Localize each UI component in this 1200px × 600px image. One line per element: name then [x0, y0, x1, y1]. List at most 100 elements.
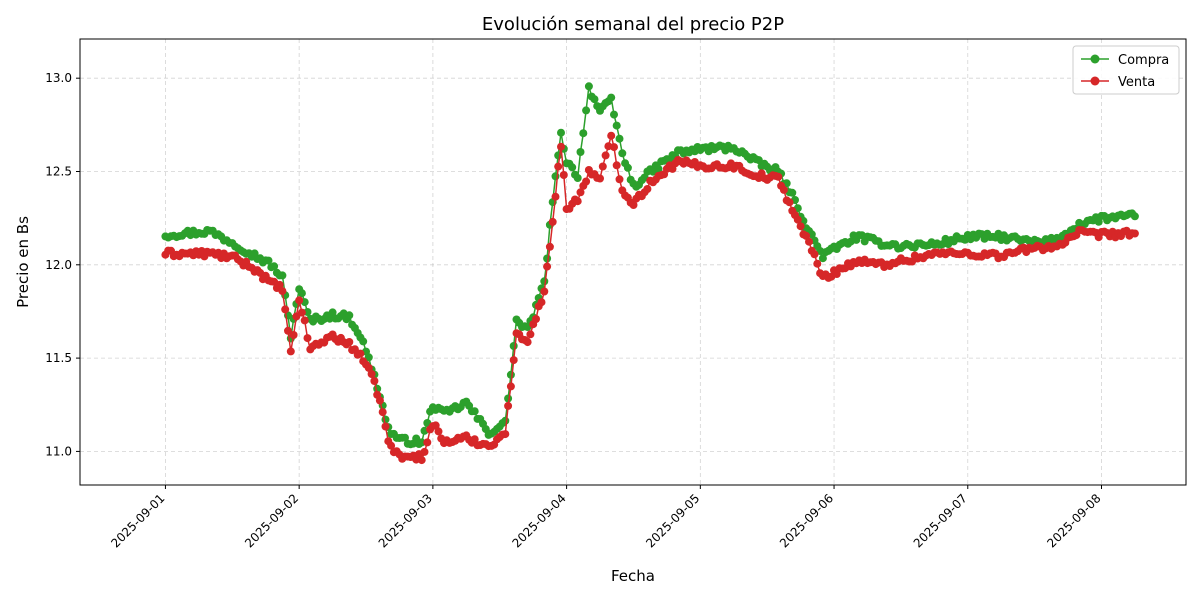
data-point: [818, 254, 827, 263]
data-point: [623, 163, 632, 172]
data-point: [281, 305, 290, 314]
data-point: [264, 256, 273, 265]
y-tick-label: 12.5: [45, 164, 72, 178]
data-point: [548, 217, 557, 226]
data-point: [793, 215, 802, 224]
data-point: [526, 330, 535, 339]
data-point: [364, 353, 373, 362]
data-point: [364, 363, 373, 372]
y-tick-label: 13.0: [45, 71, 72, 85]
data-point: [618, 149, 627, 158]
data-point: [774, 172, 783, 181]
data-point: [509, 356, 518, 365]
data-point: [554, 162, 563, 171]
x-axis-title: Fecha: [611, 567, 655, 585]
data-point: [598, 162, 607, 171]
data-point: [303, 334, 312, 343]
data-point: [576, 188, 585, 197]
data-point: [275, 280, 284, 289]
data-point: [506, 382, 515, 391]
data-point: [654, 164, 663, 173]
data-point: [356, 349, 365, 358]
data-point: [579, 129, 588, 138]
data-point: [796, 222, 805, 231]
data-point: [401, 433, 409, 442]
data-point: [813, 259, 822, 268]
data-point: [568, 163, 577, 172]
data-point: [501, 416, 510, 425]
data-point: [278, 287, 287, 296]
series-layer: [161, 82, 1139, 465]
data-point: [584, 82, 593, 91]
data-point: [643, 185, 652, 193]
data-point: [470, 407, 479, 416]
data-point: [576, 148, 585, 156]
legend-marker: [1090, 54, 1100, 64]
data-point: [300, 316, 309, 325]
data-point: [325, 314, 334, 323]
data-point: [545, 242, 554, 251]
legend: Compra Venta: [1072, 45, 1180, 95]
y-tick-label: 12.0: [45, 258, 72, 272]
data-point: [532, 315, 540, 323]
data-point: [270, 262, 279, 271]
data-point: [284, 326, 292, 335]
data-point: [470, 435, 479, 444]
legend-box: [1072, 45, 1180, 95]
y-tick-label: 11.0: [45, 444, 72, 458]
legend-label: Venta: [1118, 75, 1155, 90]
data-point: [615, 134, 624, 143]
data-point: [286, 347, 295, 356]
data-point: [523, 338, 532, 347]
data-point: [345, 311, 354, 320]
data-point: [557, 128, 565, 137]
data-point: [420, 447, 429, 456]
data-point: [551, 192, 560, 201]
data-point: [582, 177, 591, 186]
data-point: [596, 174, 604, 183]
data-point: [367, 370, 376, 378]
data-point: [573, 174, 582, 182]
plot-frame: [79, 38, 1187, 486]
legend-marker: [1090, 76, 1100, 86]
data-point: [1130, 212, 1139, 221]
data-point: [297, 289, 306, 298]
data-point: [509, 342, 518, 350]
data-point: [590, 95, 599, 104]
data-point: [788, 188, 797, 197]
data-point: [501, 430, 510, 439]
data-point: [610, 110, 618, 119]
data-point: [610, 143, 618, 152]
data-point: [278, 271, 287, 280]
data-point: [345, 338, 354, 346]
series-compra: [161, 82, 1139, 449]
data-point: [557, 142, 565, 151]
data-point: [297, 308, 306, 317]
data-point: [417, 456, 426, 465]
data-point: [537, 298, 546, 307]
data-point: [506, 370, 515, 379]
data-point: [1130, 229, 1139, 238]
legend-label: Compra: [1118, 53, 1169, 68]
data-point: [289, 331, 298, 339]
y-axis-title: Precio en Bs: [14, 216, 32, 308]
data-point: [607, 93, 616, 102]
chart-title: Evolución semanal del precio P2P: [482, 14, 784, 35]
data-point: [779, 185, 788, 194]
data-point: [359, 337, 368, 346]
data-point: [423, 438, 432, 447]
data-point: [612, 161, 621, 170]
data-point: [805, 237, 813, 246]
data-point: [810, 250, 819, 259]
data-point: [601, 151, 610, 160]
data-point: [559, 171, 568, 179]
data-point: [381, 422, 390, 431]
data-point: [431, 421, 440, 430]
data-point: [295, 296, 304, 305]
data-point: [540, 277, 549, 286]
y-tick-label: 11.5: [45, 351, 72, 365]
data-point: [378, 408, 387, 417]
data-point: [504, 401, 513, 410]
